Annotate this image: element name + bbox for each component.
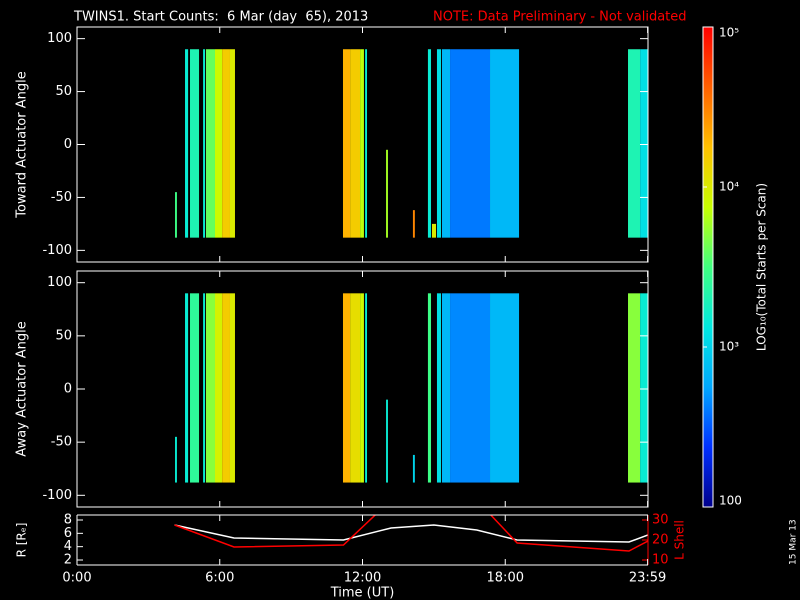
scan-block [436,49,442,238]
x-tick-label: 23:59 [629,571,666,586]
note: NOTE: Data Preliminary - Not validated [433,10,687,25]
scan-block [490,49,520,238]
y-tick-label: 6 [64,526,72,541]
scan-block [640,293,648,483]
y2-axis-label: L Shell [673,520,687,560]
chart-title: TWINS1. Start Counts: 6 Mar (day 65), 20… [73,10,368,25]
side-label: 15 Mar 13 [789,519,799,565]
y-tick-label: -100 [42,488,72,503]
scan-block [175,436,177,483]
colorbar-tick-label: 10³ [719,340,739,354]
y-axis-label: Away Actuator Angle [15,321,30,456]
x-tick-label: 18:00 [487,571,524,586]
series-line [174,515,648,552]
colorbar-label: LOG₁₀(Total Starts per Scan) [755,183,769,351]
y-tick-label: 50 [55,328,72,343]
scan-block [640,49,648,238]
scan-block [436,293,442,483]
y-tick-label: 0 [64,382,72,397]
scan-block [365,293,368,483]
scan-block [342,293,351,483]
scan-block [441,293,451,483]
y-tick-label: -50 [51,435,72,450]
y-tick-label: -100 [42,243,72,258]
scan-block [412,454,415,483]
scan-block [386,149,388,238]
y-tick-label: 2 [64,553,72,568]
scan-block [350,293,361,483]
scan-block [205,293,215,483]
y-tick-label: 0 [64,137,72,152]
scan-block [214,49,223,238]
y2-tick-label: 20 [652,533,669,548]
scan-block [222,49,230,238]
x-tick-label: 12:00 [344,571,381,586]
scan-block [450,49,491,238]
scan-block [360,293,364,483]
y-axis-label: R [Rₑ] [15,523,29,558]
x-tick-label: 0:00 [62,571,91,586]
colorbar-tick-label: 100 [719,494,742,508]
y-tick-label: 100 [47,31,72,46]
y-tick-label: 50 [55,84,72,99]
y2-tick-label: 10 [652,553,669,568]
colorbar-tick-label: 10⁴ [719,180,739,194]
scan-block [205,49,215,238]
scan-block [365,49,368,238]
x-axis-label: Time (UT) [330,586,395,600]
scan-block [214,293,223,483]
scan-block [229,49,235,238]
scan-block [450,293,491,483]
scan-block [203,49,205,238]
scan-block [412,210,415,238]
scan-block [175,192,177,238]
scan-block [222,293,230,483]
scan-block [360,49,364,238]
scan-block [628,293,641,483]
scan-block [229,293,235,483]
scan-block [190,293,200,483]
scan-block [427,293,432,483]
scan-block [441,49,451,238]
x-tick-label: 6:00 [205,571,234,586]
y-tick-label: -50 [51,190,72,205]
scan-block [342,49,351,238]
scan-block [427,49,432,238]
series-line [174,524,648,543]
scan-block [190,49,200,238]
scan-block [490,293,520,483]
scan-block [628,49,641,238]
colorbar [702,26,714,508]
colorbar-tick-label: 10⁵ [719,26,739,40]
scan-block [203,293,205,483]
scan-block [386,399,388,483]
plot-area [174,515,648,552]
y-axis-label: Toward Actuator Angle [15,71,30,218]
y-tick-label: 100 [47,275,72,290]
y-tick-label: 8 [64,513,72,528]
scan-block [185,49,189,238]
scan-block [185,293,189,483]
scan-block [431,223,437,238]
y-tick-label: 4 [64,539,72,554]
y2-tick-label: 30 [652,513,669,528]
scan-block [350,49,361,238]
